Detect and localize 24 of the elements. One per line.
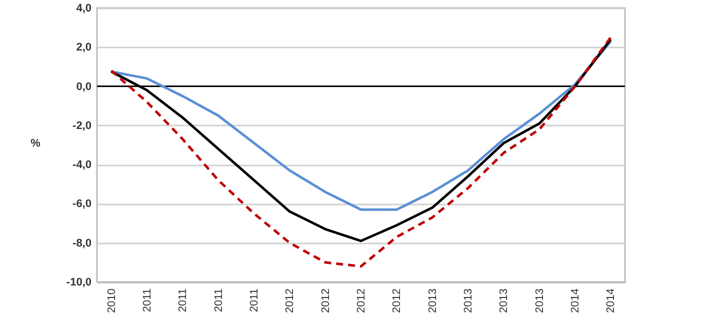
y-tick-label: 0,0 — [76, 80, 92, 93]
x-tick-label: 2013 — [498, 288, 510, 313]
x-tick-label: 2013 — [534, 288, 546, 313]
x-tick-label: 2012 — [356, 288, 368, 313]
x-tick-label: 2011 — [141, 288, 154, 312]
y-tick-label: -4,0 — [72, 159, 92, 172]
x-tick-label: 2011 — [212, 288, 225, 312]
x-tick-label: 2011 — [248, 288, 260, 312]
x-tick-label: 2014 — [570, 288, 582, 313]
y-axis-title: % — [30, 138, 41, 150]
y-tick-label: -10,0 — [66, 276, 92, 288]
x-tick-label: 2012 — [320, 288, 332, 313]
x-tick-label: 2013 — [462, 288, 475, 313]
y-tick-label: 2,0 — [76, 42, 92, 54]
x-tick-label: 2014 — [605, 288, 618, 313]
y-tick-label: 4,0 — [76, 2, 92, 14]
x-tick-label: 2012 — [284, 288, 296, 313]
y-tick-label: -6,0 — [72, 198, 92, 210]
y-tick-label: -8,0 — [72, 237, 92, 250]
x-tick-label: 2013 — [426, 288, 439, 313]
x-tick-label: 2012 — [391, 288, 404, 313]
x-tick-label: 2011 — [177, 288, 190, 312]
x-tick-label: 2010 — [106, 288, 118, 313]
y-tick-label: -2,0 — [72, 120, 92, 132]
